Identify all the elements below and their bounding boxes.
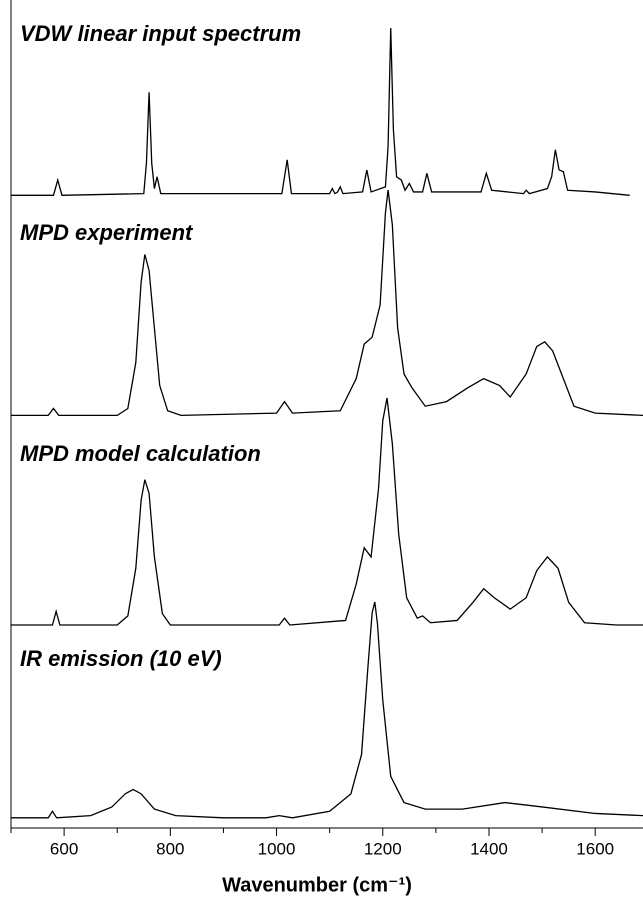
x-tick-label: 600: [50, 839, 78, 858]
spectrum-line: [11, 27, 630, 196]
x-tick-label: 1400: [470, 839, 508, 858]
panel-title: IR emission (10 eV): [20, 646, 222, 671]
x-tick-label: 1000: [258, 839, 296, 858]
x-tick-label: 800: [156, 839, 184, 858]
panel-title: MPD experiment: [20, 220, 194, 245]
spectrum-line: [11, 189, 643, 417]
x-tick-label: 1600: [576, 839, 614, 858]
spectrum-line: [11, 397, 643, 626]
spectrum-line: [11, 601, 643, 819]
x-tick-label: 1200: [364, 839, 402, 858]
x-axis-label: Wavenumber (cm⁻¹): [222, 874, 412, 896]
panel-title: MPD model calculation: [20, 441, 261, 466]
panel-title: VDW linear input spectrum: [20, 21, 301, 46]
